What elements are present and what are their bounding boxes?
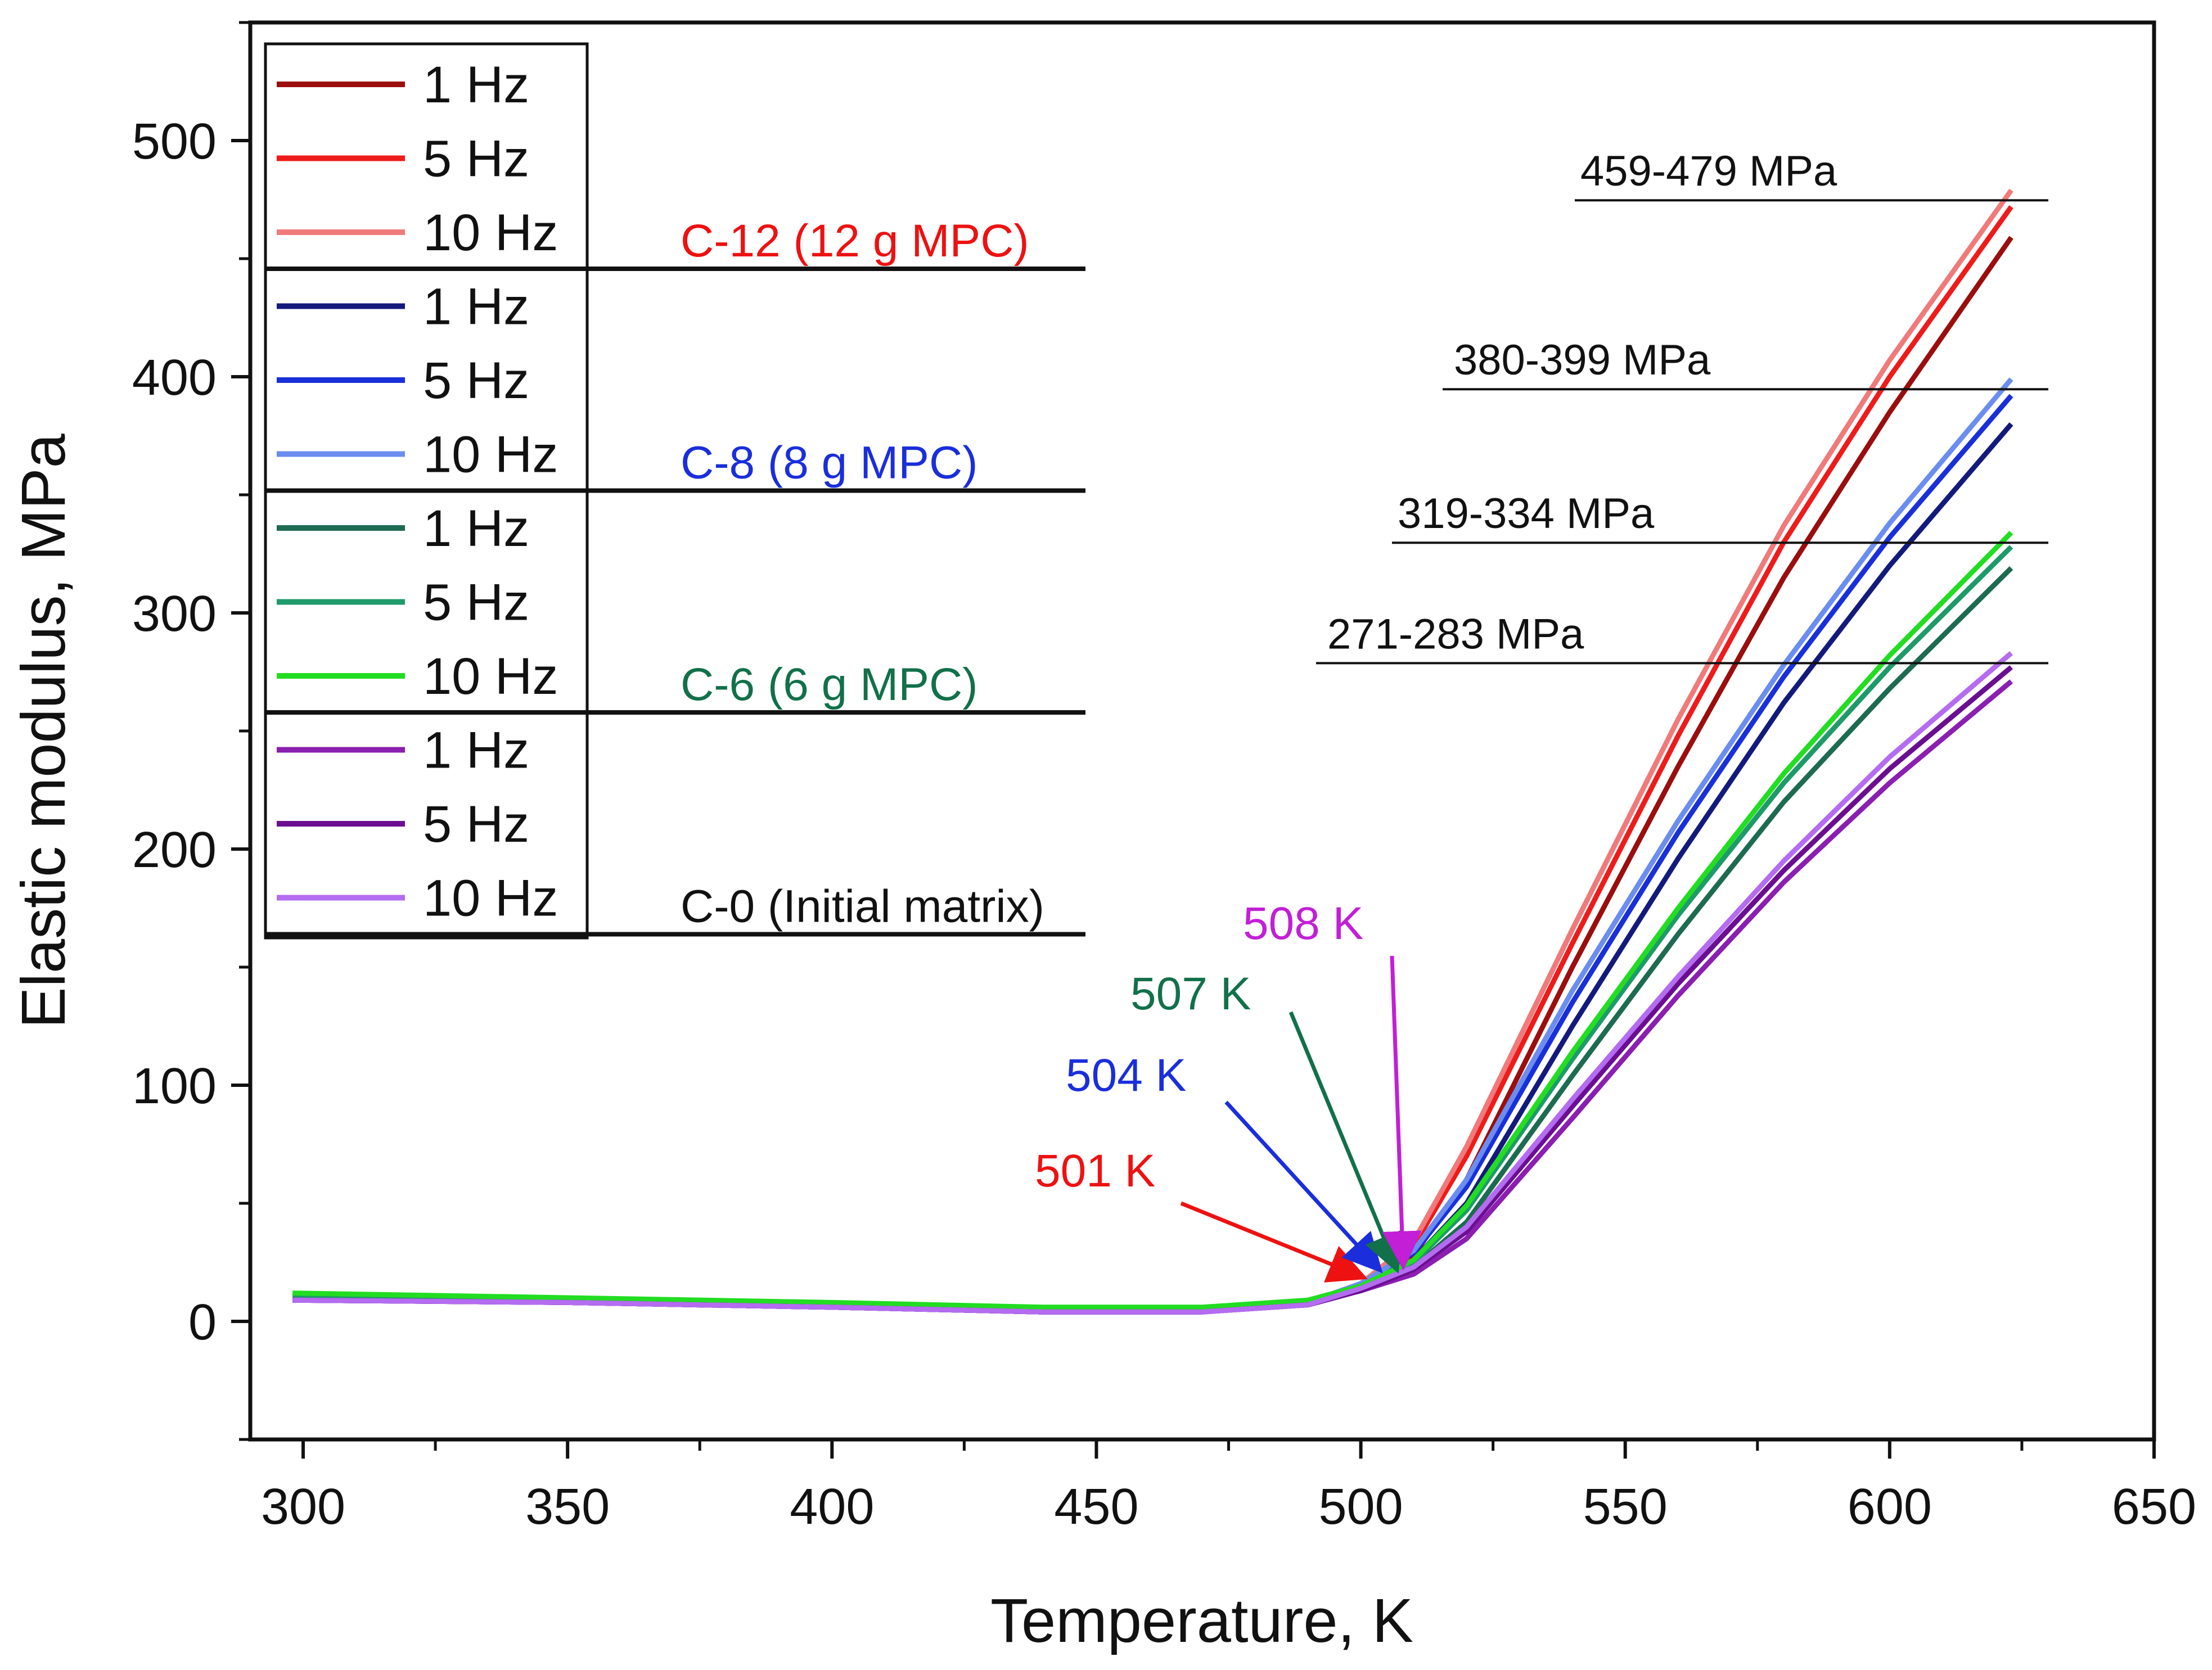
annotation-layer: 501 K 459-479 MPa 504 K 380-399 MPa 507 K 319… xyxy=(1035,147,2048,1283)
legend-label-2-2: 10 Hz xyxy=(423,648,558,705)
onset-arrow-3 xyxy=(1382,955,1422,1271)
y-tick-label: 300 xyxy=(132,586,217,642)
legend-label-1-1: 5 Hz xyxy=(423,352,529,409)
x-tick-label: 400 xyxy=(790,1479,874,1535)
x-tick-label: 650 xyxy=(2112,1479,2196,1535)
range-label-3: 271-283 MPa xyxy=(1327,610,1584,658)
y-tick-label: 400 xyxy=(132,350,217,406)
x-tick-label: 500 xyxy=(1318,1479,1403,1535)
x-axis-title: Temperature, K xyxy=(990,1586,1413,1655)
legend-label-2-1: 5 Hz xyxy=(423,574,529,631)
onset-label-1: 504 K xyxy=(1066,1050,1186,1101)
legend-label-0-1: 5 Hz xyxy=(423,130,529,188)
legend-label-1-0: 1 Hz xyxy=(423,278,529,336)
legend-label-3-0: 1 Hz xyxy=(423,722,529,779)
x-tick-label: 550 xyxy=(1583,1479,1668,1535)
onset-label-0: 501 K xyxy=(1035,1145,1155,1197)
legend-label-0-2: 10 Hz xyxy=(423,204,558,261)
series-line-3-2 xyxy=(292,651,2013,1315)
legend-label-1-2: 10 Hz xyxy=(423,426,558,484)
legend-label-3-1: 5 Hz xyxy=(423,796,529,853)
legend: 1 Hz 5 Hz 10 Hz C-12 (12 g MPC) 1 Hz 5 Hz 10 H… xyxy=(264,42,1085,940)
x-tick-label: 300 xyxy=(261,1479,345,1535)
y-axis-title: Elastic modulus, MPa xyxy=(9,433,78,1028)
x-tick-label: 600 xyxy=(1848,1479,1932,1535)
legend-label-3-2: 10 Hz xyxy=(423,870,558,927)
onset-arrow-1 xyxy=(1224,1100,1383,1274)
onset-arrow-2 xyxy=(1289,1011,1402,1274)
y-tick-label: 0 xyxy=(188,1294,217,1351)
legend-label-0-0: 1 Hz xyxy=(423,56,529,114)
legend-group-label-2: C-6 (6 g MPC) xyxy=(681,659,978,710)
x-tick-label: 350 xyxy=(525,1479,610,1535)
onset-label-2: 507 K xyxy=(1130,968,1251,1019)
axis-ticks: 300 350 400 450 500 550 600 650 0 100 200 300 400 500 xyxy=(132,21,2196,1535)
y-tick-label: 500 xyxy=(132,114,217,170)
x-tick-label: 450 xyxy=(1054,1479,1138,1535)
onset-label-3: 508 K xyxy=(1243,898,1363,949)
y-tick-label: 200 xyxy=(132,822,217,878)
legend-group-label-0: C-12 (12 g MPC) xyxy=(681,215,1029,267)
range-label-0: 459-479 MPa xyxy=(1580,147,1837,195)
legend-group-label-1: C-8 (8 g MPC) xyxy=(681,437,978,489)
range-label-1: 380-399 MPa xyxy=(1454,336,1711,384)
legend-group-label-3: C-0 (Initial matrix) xyxy=(681,881,1044,932)
legend-label-2-0: 1 Hz xyxy=(423,500,529,557)
onset-arrow-0 xyxy=(1180,1201,1368,1283)
y-tick-label: 100 xyxy=(132,1058,217,1114)
range-label-2: 319-334 MPa xyxy=(1398,490,1655,538)
